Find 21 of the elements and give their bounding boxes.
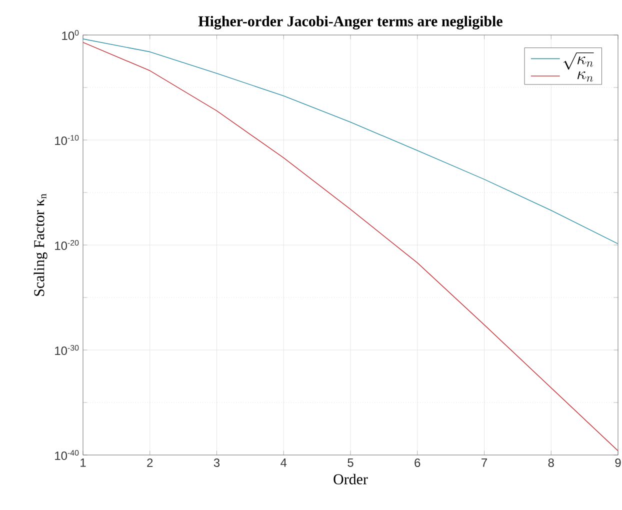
x-tick-label: 5 (348, 458, 354, 467)
x-tick-label: 3 (214, 458, 220, 467)
x-tick-label: 8 (548, 458, 554, 467)
line-series (83, 42, 618, 452)
x-tick-label: 6 (414, 458, 420, 467)
x-tick-label: 4 (280, 458, 287, 467)
x-tick-label: 1 (80, 458, 86, 467)
y-tick-label: 10$^{-30}$ (55, 344, 79, 356)
x-tick-label: 7 (482, 458, 487, 467)
y-tick-label: 10$^{0}$ (62, 30, 79, 40)
legend-label: $\sqrt{\kappa_n}$ (563, 52, 594, 70)
y-tick-label: 10$^{-40}$ (55, 450, 79, 460)
line-series (83, 38, 618, 244)
x-tick-label: 2 (147, 458, 153, 467)
x-tick-label: 9 (615, 458, 621, 467)
x-axis-title: Order (334, 474, 368, 484)
legend-label: $\kappa_n$ (578, 71, 593, 82)
y-tick-label: 10$^{-10}$ (55, 134, 79, 145)
y-tick-label: 10$^{-20}$ (55, 240, 79, 250)
chart-title: Higher-order Jacobi-Anger terms are negligible (198, 16, 502, 30)
y-axis-title: Scaling Factor κ$_{n}$ (34, 194, 48, 296)
